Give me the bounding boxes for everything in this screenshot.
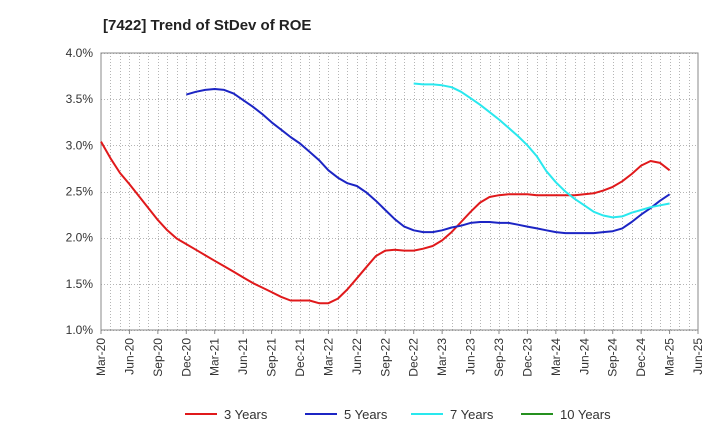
x-tick-label: Jun-22 bbox=[350, 338, 364, 375]
x-tick-label: Sep-20 bbox=[151, 338, 165, 377]
y-tick-label: 1.0% bbox=[66, 323, 94, 337]
y-tick-label: 3.0% bbox=[66, 138, 94, 152]
y-axis-ticks: 1.0% 1.5% 2.0% 2.5% 3.0% 3.5% 4.0% bbox=[66, 46, 94, 337]
plot-frame bbox=[100, 52, 699, 331]
x-tick-label: Sep-24 bbox=[606, 338, 620, 377]
chart-title: [7422] Trend of StDev of ROE bbox=[103, 17, 312, 34]
x-tick-label: Jun-24 bbox=[577, 338, 591, 375]
x-tick-label: Mar-21 bbox=[208, 338, 222, 376]
x-tick-label: Mar-22 bbox=[321, 338, 335, 376]
y-tick-label: 2.5% bbox=[66, 185, 94, 199]
legend-label: 10 Years bbox=[560, 407, 611, 422]
y-tick-label: 2.0% bbox=[66, 231, 94, 245]
x-tick-label: Jun-25 bbox=[691, 338, 705, 375]
y-tick-label: 4.0% bbox=[66, 46, 94, 60]
y-tick-label: 3.5% bbox=[66, 92, 94, 106]
x-axis-ticks: Mar-20 Jun-20 Sep-20 Dec-20 Mar-21 Jun-21 Sep-… bbox=[94, 330, 705, 377]
x-tick-label: Sep-23 bbox=[492, 338, 506, 377]
x-tick-label: Dec-20 bbox=[179, 338, 193, 377]
x-tick-label: Dec-23 bbox=[520, 338, 534, 377]
series-line-7-years bbox=[413, 82, 670, 219]
x-tick-label: Dec-21 bbox=[293, 338, 307, 377]
x-tick-label: Jun-23 bbox=[464, 338, 478, 375]
legend-label: 7 Years bbox=[450, 407, 494, 422]
x-tick-label: Jun-20 bbox=[122, 338, 136, 375]
x-tick-label: Dec-24 bbox=[634, 338, 648, 377]
legend-label: 3 Years bbox=[224, 407, 268, 422]
x-tick-label: Jun-21 bbox=[236, 338, 250, 375]
series-lines bbox=[100, 82, 671, 305]
legend-label: 5 Years bbox=[344, 407, 388, 422]
x-tick-label: Mar-20 bbox=[94, 338, 108, 376]
grid-lines bbox=[101, 53, 698, 331]
x-tick-label: Mar-25 bbox=[663, 338, 677, 376]
x-tick-label: Mar-24 bbox=[549, 338, 563, 376]
legend: 3 Years 5 Years 7 Years 10 Years bbox=[185, 407, 611, 422]
x-tick-label: Sep-21 bbox=[265, 338, 279, 377]
series-line-5-years bbox=[186, 88, 671, 235]
x-tick-label: Mar-23 bbox=[435, 338, 449, 376]
x-tick-label: Sep-22 bbox=[378, 338, 392, 377]
x-tick-label: Dec-22 bbox=[407, 338, 421, 377]
y-tick-label: 1.5% bbox=[66, 277, 94, 291]
series-line-3-years bbox=[100, 141, 671, 305]
